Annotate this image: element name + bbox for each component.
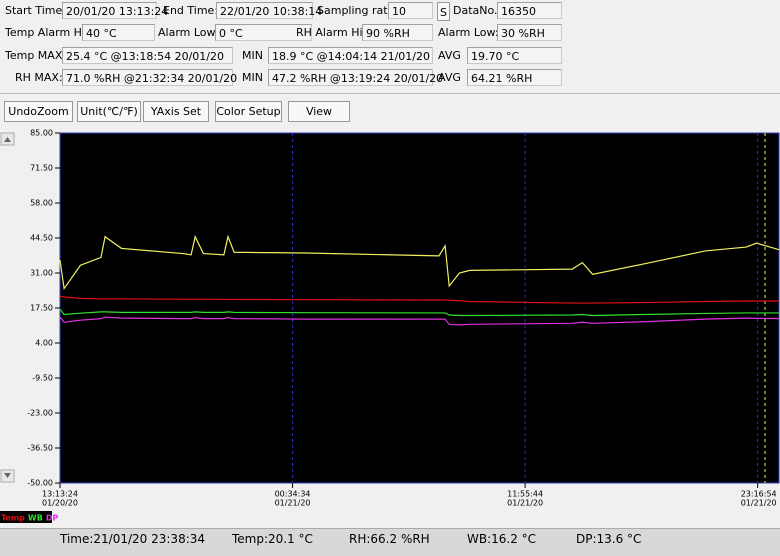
field: 0 °C [215, 24, 312, 41]
y-tick-label: 44.50 [30, 234, 53, 243]
label: AVG [438, 71, 461, 84]
yaxis-button[interactable]: YAxis Set [143, 101, 209, 122]
legend-box [0, 511, 52, 523]
label: MIN [242, 71, 263, 84]
y-tick-label: 85.00 [30, 129, 53, 138]
view-button[interactable]: View [288, 101, 350, 122]
unit-button[interactable]: Unit(℃/℉) [77, 101, 141, 122]
field: 30 %RH [497, 24, 562, 41]
x-tick-date: 01/21/20 [507, 499, 543, 508]
legend-entry: DP [46, 514, 59, 523]
label: Alarm Low: [158, 26, 219, 39]
y-tick-label: 31.00 [30, 269, 53, 278]
y-tick-label: 71.50 [30, 164, 53, 173]
button[interactable]: S [437, 2, 450, 21]
separator [0, 93, 780, 94]
x-tick-label: 11:55:44 [507, 490, 543, 499]
chart: 85.00 71.50 58.00 44.50 31.00 17.50 4.00 -9.50 -… [0, 129, 780, 523]
label: Start Time: [5, 4, 66, 17]
field: 22/01/20 10:38:14 [216, 2, 322, 19]
status-temp: Temp:20.1 °C [232, 532, 313, 546]
label: DataNo. [453, 4, 498, 17]
legend-entry: Temp [1, 514, 25, 523]
field: 16350 [497, 2, 562, 19]
y-tick-label: -36.50 [27, 444, 53, 453]
y-tick-label: -50.00 [27, 479, 53, 488]
x-tick-date: 01/21/20 [275, 499, 311, 508]
field: 40 °C [82, 24, 155, 41]
x-tick-date: 01/21/20 [741, 499, 777, 508]
x-tick-date: 01/20/20 [42, 499, 78, 508]
field: 25.4 °C @13:18:54 20/01/20 [62, 47, 233, 64]
legend-entry: WB [28, 514, 43, 523]
label: AVG [438, 49, 461, 62]
undo-zoom-button[interactable]: UndoZoom [4, 101, 73, 122]
field: 10 [388, 2, 433, 19]
field: 71.0 %RH @21:32:34 20/01/20 [62, 69, 237, 86]
status-time: Time:21/01/20 23:38:34 [60, 532, 206, 546]
label: Sampling rate: [317, 4, 399, 17]
label: Temp Alarm Hi: [5, 26, 89, 39]
status-bar [0, 528, 780, 556]
color-button[interactable]: Color Setup [215, 101, 282, 122]
plot-area [59, 132, 780, 484]
field: 19.70 °C [467, 47, 562, 64]
status-wb: WB:16.2 °C [467, 532, 537, 546]
x-tick-label: 13:13:24 [42, 490, 78, 499]
label: Alarm Low: [438, 26, 499, 39]
series-line [59, 234, 780, 291]
series-line [59, 316, 780, 326]
series-line [59, 295, 779, 304]
y-tick-label: -9.50 [32, 374, 53, 383]
field: 18.9 °C @14:04:14 21/01/20 [268, 47, 433, 64]
x-tick-label: 23:16:54 [741, 490, 777, 499]
x-tick-label: 00:34:34 [275, 490, 311, 499]
y-tick-label: 4.00 [35, 339, 53, 348]
field: 64.21 %RH [467, 69, 562, 86]
label: RH MAX: [15, 71, 63, 84]
label: End Time: [163, 4, 219, 17]
status-rh: RH:66.2 %RH [349, 532, 430, 546]
y-tick-label: 58.00 [30, 199, 53, 208]
field: 90 %RH [362, 24, 433, 41]
y-tick-label: 17.50 [30, 304, 53, 313]
field: 20/01/20 13:13:24 [62, 2, 168, 19]
arrow-icon [4, 137, 11, 142]
label: RH Alarm Hi: [296, 26, 367, 39]
y-tick-label: -23.00 [27, 409, 53, 418]
label: MIN [242, 49, 263, 62]
arrow-icon [4, 473, 11, 478]
status-dp: DP:13.6 °C [576, 532, 642, 546]
series-line [59, 308, 779, 317]
field: 47.2 %RH @13:19:24 20/01/20 [268, 69, 443, 86]
label: Temp MAX: [5, 49, 67, 62]
